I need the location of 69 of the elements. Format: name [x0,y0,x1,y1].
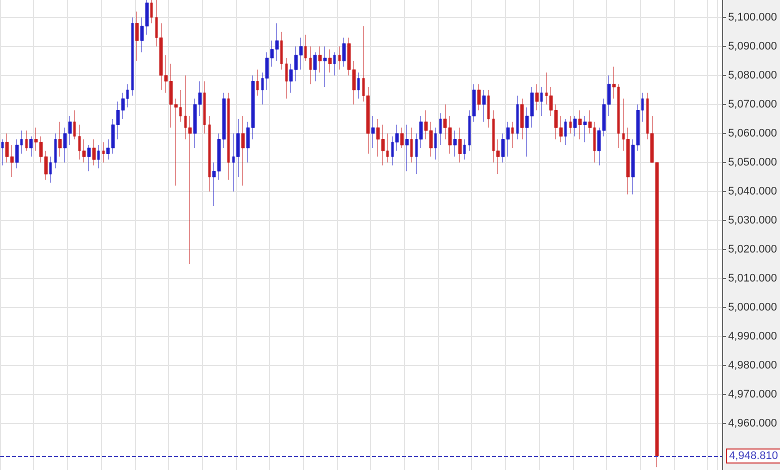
candlestick [573,116,577,137]
candlestick [203,80,206,134]
candlestick [58,122,62,157]
candlestick [135,11,139,62]
candlestick [439,112,442,146]
candlestick [285,58,288,99]
y-tick-label: 5,050.000 [728,156,777,168]
candlestick [256,69,259,96]
candlestick [511,122,514,148]
y-tick-label: 5,070.000 [728,98,777,110]
candlestick [463,139,466,160]
candlestick [241,116,245,186]
candlestick [1,139,4,166]
candlestick [73,110,76,140]
candlestick [434,127,437,160]
y-tick-label: 4,990.000 [728,330,777,343]
candlestick [357,72,360,99]
candlestick [87,144,91,172]
y-tick-label: 5,030.000 [728,214,777,226]
candlestick [97,144,100,169]
candlestick [564,118,567,146]
candlestick [313,52,317,82]
candlestick [405,124,409,172]
candlestick [342,37,346,67]
candlestick [131,17,134,96]
candlestick [318,46,322,73]
y-tick-label: 4,970.000 [728,388,777,401]
candlestick [520,98,524,140]
candlestick [516,95,519,140]
candlestick [309,46,312,84]
y-tick-label: 4,980.000 [728,360,777,372]
candlestick [578,110,582,140]
candlestick [333,52,336,76]
candlestick [150,0,153,24]
candlestick [102,142,105,163]
candlestick [458,127,462,163]
candlestick [487,90,490,128]
candlestick [371,116,375,148]
candlestick [323,46,327,88]
candlestick [400,127,404,148]
candlestick [280,32,283,70]
candlestick [208,116,211,192]
y-tick-label: 5,100.000 [728,11,777,24]
candlestick [569,116,572,134]
candlestick [29,136,33,157]
y-tick-label: 5,090.000 [728,40,777,52]
candlestick [477,84,481,110]
candlestick [227,92,230,180]
candlestick [54,133,57,169]
y-tick-label: 5,010.000 [728,272,777,285]
candlestick [453,130,457,157]
candlestick [583,116,587,142]
candlestick [410,127,413,163]
candlestick [540,86,543,116]
y-tick-label: 5,040.000 [728,185,777,198]
candlestick [49,156,52,184]
candlestick [535,84,539,110]
y-tick-label: 4,960.000 [728,418,777,430]
y-tick-label: 5,080.000 [728,69,777,82]
candlestick [92,139,96,166]
candlestick [304,34,307,62]
candlestick [482,90,486,122]
y-tick-label: 5,000.000 [728,302,777,314]
y-tick-label: 5,060.000 [728,127,777,140]
candlestick [328,49,332,73]
candlestick [25,130,28,152]
y-tick-label: 5,020.000 [728,244,777,256]
candlestick [338,46,341,70]
ref-line-label: 4,948.810 [729,450,778,462]
